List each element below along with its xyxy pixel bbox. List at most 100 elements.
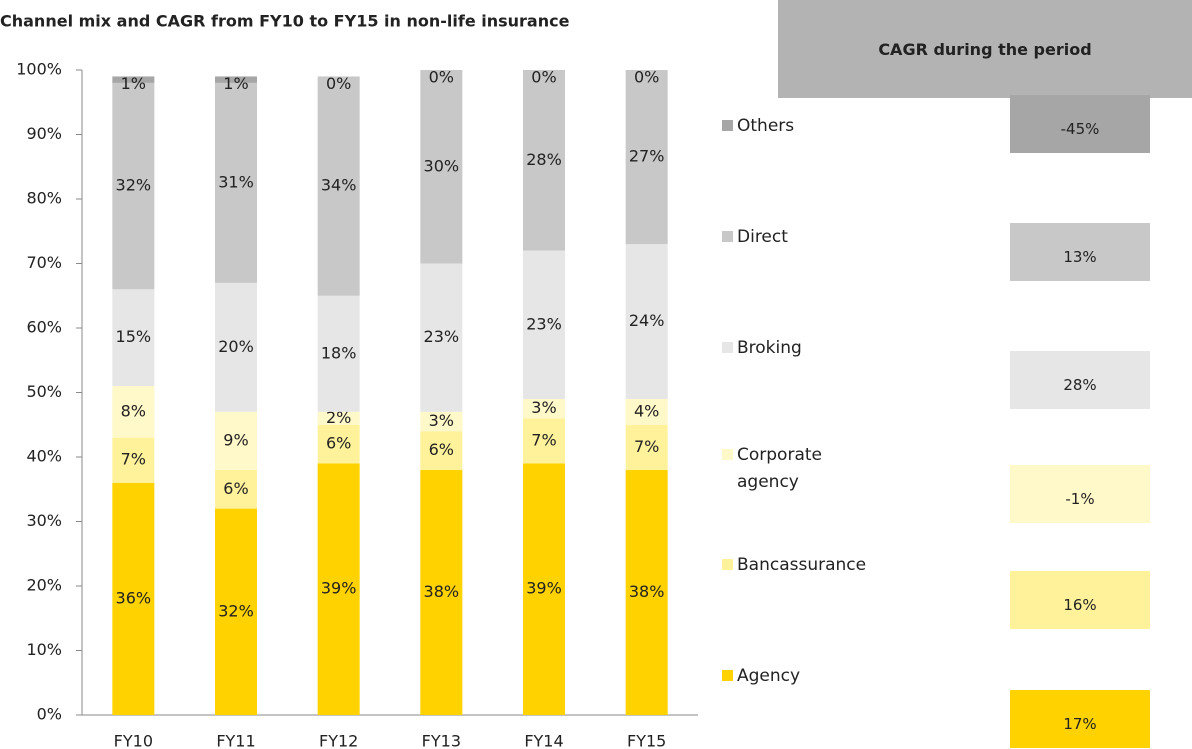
data-label: 34% (321, 176, 357, 195)
bar-segment (523, 463, 565, 715)
cagr-cell: 28% (1010, 351, 1150, 409)
y-tick-label: 30% (26, 511, 62, 530)
bar-segment (523, 250, 565, 399)
data-label: 23% (526, 314, 562, 333)
bar-segment (112, 82, 155, 290)
data-label: 18% (321, 343, 357, 362)
legend-swatch (722, 449, 733, 460)
y-tick-label: 70% (26, 253, 62, 272)
data-label: 36% (116, 588, 152, 607)
y-tick-label: 60% (26, 318, 62, 337)
legend-swatch (722, 670, 733, 681)
legend-swatch (722, 559, 733, 570)
data-label: 23% (424, 327, 460, 346)
cagr-cell: 16% (1010, 571, 1150, 629)
cagr-cell: -1% (1010, 465, 1150, 523)
bar-segment (625, 424, 668, 470)
legend-swatch (722, 342, 733, 353)
data-label: 31% (218, 172, 254, 191)
data-label: 4% (634, 401, 659, 420)
y-tick-label: 90% (26, 124, 62, 143)
bar-segment (523, 70, 565, 251)
bar-segment (420, 469, 463, 715)
chart-title: Channel mix and CAGR from FY10 to FY15 i… (0, 12, 570, 31)
legend-swatch (722, 120, 733, 131)
bar-segment (112, 76, 155, 83)
y-tick-label: 100% (16, 60, 62, 79)
bar-segment (523, 418, 565, 464)
data-label: 6% (429, 440, 454, 459)
data-label: 7% (121, 450, 146, 469)
bar-segment (112, 289, 155, 387)
data-label: 6% (223, 479, 248, 498)
cagr-cell: 17% (1010, 690, 1150, 748)
data-label: 39% (526, 579, 562, 598)
y-tick-label: 50% (26, 382, 62, 401)
data-label: 32% (116, 176, 152, 195)
data-label: 28% (526, 150, 562, 169)
data-label: 7% (531, 430, 556, 449)
bar-segment (625, 70, 668, 245)
bar-segment (215, 469, 257, 509)
bar-segment (317, 424, 360, 464)
cagr-cell: 13% (1010, 223, 1150, 281)
data-label: 38% (424, 582, 460, 601)
data-label: 38% (629, 582, 665, 601)
data-label: 6% (326, 434, 351, 453)
y-tick-label: 0% (37, 705, 62, 724)
data-label: 8% (121, 401, 146, 420)
table-header: CAGR during the period (778, 0, 1192, 98)
bar-segment (317, 76, 360, 296)
data-label: 30% (424, 156, 460, 175)
bar-segment (625, 398, 668, 425)
legend-swatch (722, 231, 733, 242)
bar-segment (625, 244, 668, 399)
bar-segment (317, 411, 360, 425)
bar-segment (420, 431, 463, 470)
data-label: 9% (223, 430, 248, 449)
y-tick-label: 40% (26, 447, 62, 466)
data-label: 7% (634, 437, 659, 456)
bar-segment (215, 411, 257, 470)
bar-segment (523, 398, 565, 419)
y-tick-label: 80% (26, 189, 62, 208)
legend-label: Others (737, 116, 795, 136)
y-tick-label: 10% (26, 640, 62, 659)
bar-segment (215, 282, 257, 412)
data-label: 1% (223, 74, 248, 93)
x-tick-label: FY14 (524, 732, 563, 749)
legend-label: Bancassurance (737, 555, 867, 575)
bar-segment (112, 482, 155, 715)
data-label: 20% (218, 337, 254, 356)
x-tick-label: FY13 (422, 732, 461, 749)
bar-segment (420, 411, 463, 432)
data-label: 27% (629, 147, 665, 166)
data-label: 15% (116, 327, 152, 346)
bar-segment (420, 70, 463, 264)
bar-segment (215, 508, 257, 715)
bar-segment (420, 263, 463, 412)
data-label: 1% (121, 74, 146, 93)
x-tick-label: FY12 (319, 732, 358, 749)
bar-segment (625, 469, 668, 715)
x-tick-label: FY11 (216, 732, 255, 749)
bar-segment (112, 386, 155, 438)
data-label: 2% (326, 408, 351, 427)
bar-segment (215, 76, 257, 83)
x-tick-label: FY10 (114, 732, 153, 749)
legend-label: Agency (737, 666, 801, 686)
bar-segment (317, 295, 360, 412)
data-label: 3% (429, 411, 454, 430)
cagr-cell: -45% (1010, 95, 1150, 153)
data-label: 3% (531, 398, 556, 417)
data-label: 39% (321, 579, 357, 598)
data-label: 0% (531, 68, 556, 87)
bar-segment (112, 437, 155, 483)
data-label: 0% (326, 74, 351, 93)
legend-label: Broking (737, 338, 802, 358)
legend-label: Corporate agency (737, 445, 822, 492)
y-tick-label: 20% (26, 576, 62, 595)
data-label: 24% (629, 311, 665, 330)
